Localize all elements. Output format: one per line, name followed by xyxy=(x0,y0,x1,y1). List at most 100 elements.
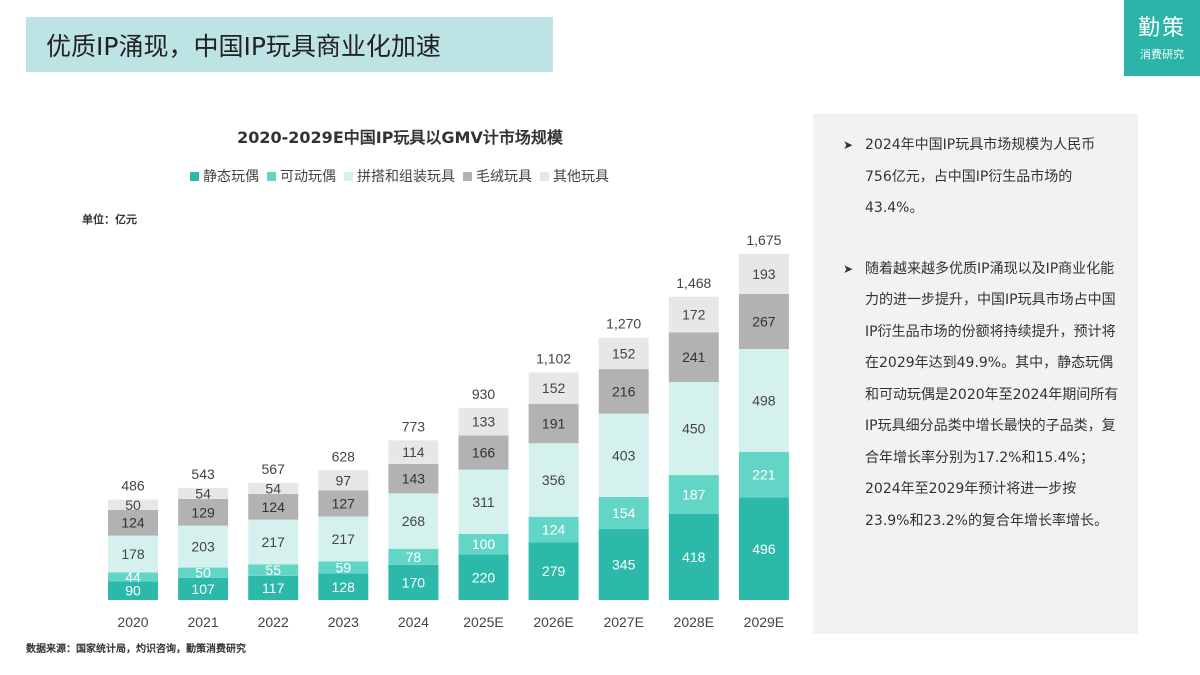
data-label: 54 xyxy=(195,485,211,501)
total-label: 628 xyxy=(332,448,356,464)
x-tick-label: 2029E xyxy=(744,614,784,630)
data-label: 129 xyxy=(191,504,215,520)
bar-segment xyxy=(738,349,789,452)
logo-main: 勤策 xyxy=(1137,16,1186,41)
logo: 勤策 消费研究 xyxy=(1124,0,1200,76)
data-label: 191 xyxy=(542,415,566,431)
bar-segment xyxy=(178,525,229,568)
arrow-right-icon: ➤ xyxy=(843,261,854,276)
legend-swatch xyxy=(344,171,353,181)
legend-item: 拼搭和组装玩具 xyxy=(344,166,455,186)
bar-segment xyxy=(598,528,649,600)
x-tick-label: 2023 xyxy=(328,614,359,630)
bar-segment xyxy=(388,463,439,494)
data-label: 54 xyxy=(265,480,281,496)
data-label: 100 xyxy=(472,536,496,552)
data-label: 154 xyxy=(612,505,636,521)
total-label: 543 xyxy=(191,466,215,482)
legend-label: 可动玩偶 xyxy=(280,169,336,185)
bullet-text: 2024年中国IP玩具市场规模为人民币756亿元，占中国IP衍生品市场的43.4… xyxy=(865,137,1096,216)
bar-segment xyxy=(248,519,299,565)
total-label: 1,468 xyxy=(676,275,711,291)
bar-segment xyxy=(738,293,789,350)
data-label: 90 xyxy=(125,583,141,599)
bar-segment xyxy=(318,573,369,600)
data-label: 50 xyxy=(125,497,141,513)
bar-segment xyxy=(388,564,439,600)
chart-legend: 静态玩偶 可动玩偶 拼搭和组装玩具 毛绒玩具 其他玩具 xyxy=(190,166,609,186)
bar-segment xyxy=(178,567,229,578)
data-label: 193 xyxy=(752,266,776,282)
bar-segment xyxy=(668,475,719,514)
data-label: 356 xyxy=(542,472,566,488)
bar-segment xyxy=(178,498,229,526)
legend-item: 其他玩具 xyxy=(540,166,609,186)
data-label: 50 xyxy=(195,565,211,581)
x-tick-label: 2020 xyxy=(117,614,148,630)
bar-segment xyxy=(598,369,649,414)
insight-bullet: ➤ 2024年中国IP玩具市场规模为人民币756亿元，占中国IP衍生品市场的43… xyxy=(843,130,1120,225)
bar-segment xyxy=(178,577,229,600)
insight-panel: ➤ 2024年中国IP玩具市场规模为人民币756亿元，占中国IP衍生品市场的43… xyxy=(813,114,1138,634)
bar-segment xyxy=(528,542,579,600)
stacked-bar-chart: 9044178124504862020107502031295454320211… xyxy=(108,232,789,630)
bar-segment xyxy=(248,575,299,600)
total-label: 1,270 xyxy=(606,316,641,332)
data-label: 124 xyxy=(542,522,566,538)
bar-segment xyxy=(458,533,509,555)
bar-segment xyxy=(108,499,158,510)
chart-title: 2020-2029E中国IP玩具以GMV计市场规模 xyxy=(237,128,563,147)
data-label: 187 xyxy=(682,486,706,502)
data-label: 78 xyxy=(406,549,422,565)
bar-segment xyxy=(598,496,649,529)
data-label: 241 xyxy=(682,349,706,365)
bar-segment xyxy=(668,382,719,476)
bar-segment xyxy=(738,451,789,498)
data-label: 170 xyxy=(402,574,426,590)
data-label: 217 xyxy=(332,531,356,547)
bar-segment xyxy=(598,337,649,370)
data-label: 221 xyxy=(752,467,776,483)
data-label: 178 xyxy=(121,546,145,562)
x-tick-label: 2022 xyxy=(258,614,289,630)
data-label: 152 xyxy=(612,345,636,361)
x-tick-label: 2024 xyxy=(398,614,429,630)
legend-swatch xyxy=(190,171,199,181)
data-label: 152 xyxy=(542,380,566,396)
data-label: 498 xyxy=(752,392,776,408)
legend-label: 其他玩具 xyxy=(553,169,609,185)
bar-segment xyxy=(318,561,369,574)
bar-segment xyxy=(668,296,719,333)
data-label: 172 xyxy=(682,307,706,323)
bar-segment xyxy=(248,482,299,495)
data-label: 128 xyxy=(332,579,356,595)
bar-segment xyxy=(668,513,719,600)
data-label: 345 xyxy=(612,556,636,572)
data-label: 403 xyxy=(612,447,636,463)
insight-bullet: ➤ 随着越来越多优质IP涌现以及IP商业化能力的进一步提升，中国IP玩具市场占中… xyxy=(843,254,1120,538)
data-label: 166 xyxy=(472,445,496,461)
bar-segment xyxy=(528,443,579,517)
source-note: 数据来源：国家统计局，灼识咨询，勤策消费研究 xyxy=(26,644,246,655)
data-label: 143 xyxy=(402,471,426,487)
bar-segment xyxy=(108,581,158,600)
bar-segment xyxy=(388,493,439,549)
data-label: 133 xyxy=(472,414,496,430)
data-label: 55 xyxy=(265,562,281,578)
logo-sub: 消费研究 xyxy=(1140,48,1184,61)
bullet-text: 随着越来越多优质IP涌现以及IP商业化能力的进一步提升，中国IP玩具市场占中国I… xyxy=(865,260,1119,529)
data-label: 450 xyxy=(682,421,706,437)
data-label: 124 xyxy=(121,515,145,531)
legend-item: 可动玩偶 xyxy=(267,166,336,186)
arrow-right-icon: ➤ xyxy=(843,138,854,152)
total-label: 1,102 xyxy=(536,350,571,366)
bar-segment xyxy=(598,413,649,497)
data-label: 117 xyxy=(262,580,285,596)
legend-label: 毛绒玩具 xyxy=(476,169,532,185)
data-label: 44 xyxy=(125,569,141,585)
x-tick-label: 2026E xyxy=(533,614,573,630)
bar-segment xyxy=(528,372,579,404)
bar-segment xyxy=(318,470,369,491)
data-label: 97 xyxy=(336,472,352,488)
bar-segment xyxy=(458,435,509,470)
